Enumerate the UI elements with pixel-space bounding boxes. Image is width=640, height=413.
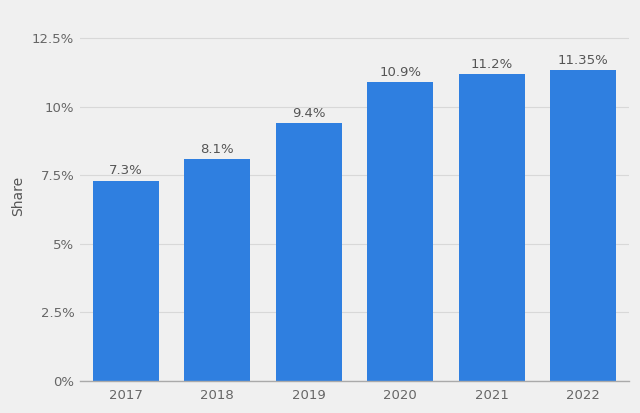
Y-axis label: Share: Share: [11, 176, 25, 216]
Text: 9.4%: 9.4%: [292, 107, 325, 120]
Text: 10.9%: 10.9%: [379, 66, 421, 79]
Bar: [367, 82, 433, 380]
Bar: [184, 159, 250, 380]
Text: 11.35%: 11.35%: [558, 54, 609, 66]
Bar: [459, 74, 525, 380]
Bar: [276, 123, 342, 380]
Text: 8.1%: 8.1%: [200, 142, 234, 156]
Text: 11.2%: 11.2%: [470, 58, 513, 71]
Bar: [93, 181, 159, 380]
Text: 7.3%: 7.3%: [109, 164, 143, 178]
Bar: [550, 70, 616, 380]
